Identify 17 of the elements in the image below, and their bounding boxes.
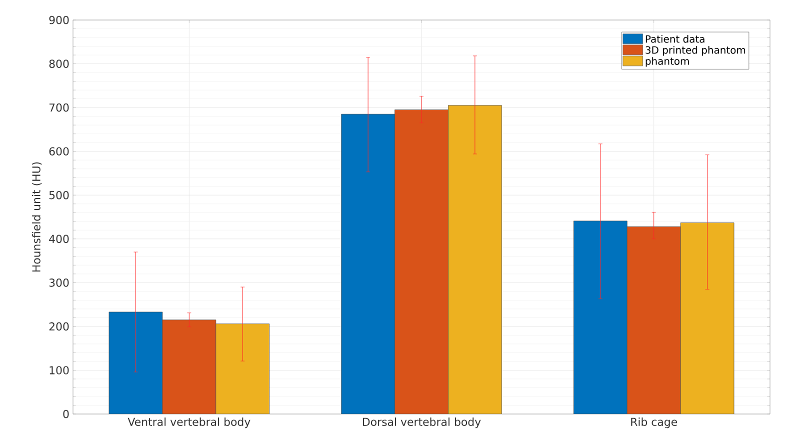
- legend-label: Patient data: [646, 35, 704, 43]
- y-tick-label: 900: [49, 16, 69, 24]
- legend-label: phantom: [646, 57, 689, 67]
- y-tick-label: 600: [49, 147, 69, 156]
- x-tick-label: Ventral vertebral body: [128, 418, 250, 428]
- y-axis-title: Hounsfield unit (HU): [32, 162, 42, 272]
- x-tick-label: Rib cage: [631, 418, 678, 428]
- y-tick-label: 400: [49, 234, 69, 244]
- y-tick-label: 100: [50, 366, 69, 374]
- y-tick-label: 800: [49, 60, 69, 68]
- y-tick-label: 300: [49, 278, 69, 287]
- x-tick-label: Dorsal vertebral body: [362, 418, 481, 428]
- y-tick-label: 200: [49, 322, 69, 331]
- y-tick-label: 0: [63, 410, 69, 418]
- y-tick-label: 500: [49, 190, 69, 200]
- y-tick-label: 700: [49, 103, 69, 112]
- legend-label: 3D printed phantom: [646, 46, 746, 56]
